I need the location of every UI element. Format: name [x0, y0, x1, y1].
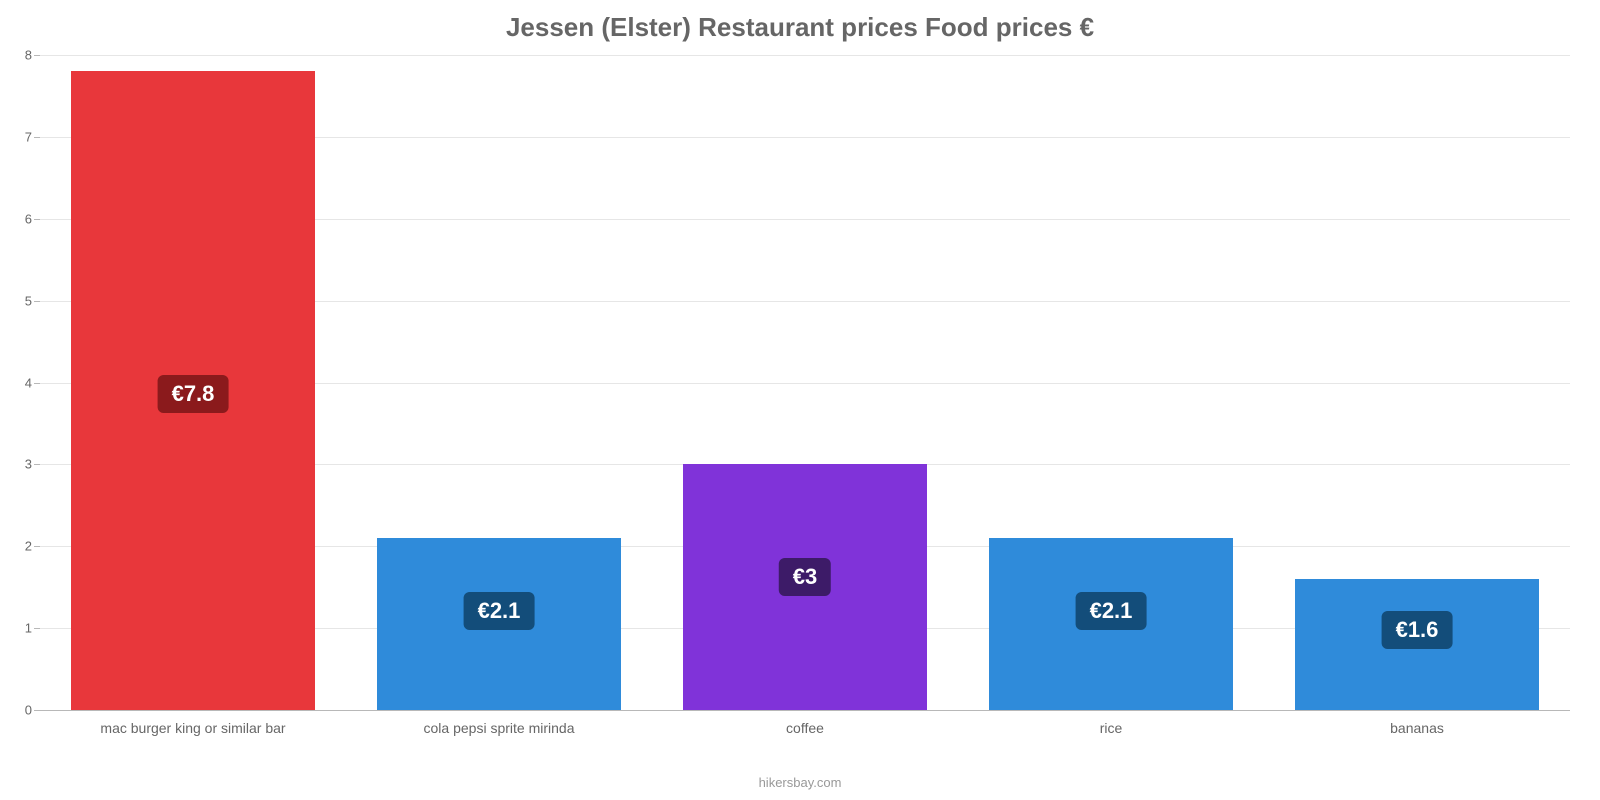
value-label: €7.8 — [158, 375, 229, 413]
y-tick-label: 6 — [25, 211, 40, 226]
plot-area: 012345678€7.8mac burger king or similar … — [40, 55, 1570, 710]
value-label: €1.6 — [1382, 611, 1453, 649]
y-tick-label: 0 — [25, 703, 40, 718]
y-tick-label: 3 — [25, 457, 40, 472]
y-tick-label: 7 — [25, 129, 40, 144]
chart-container: Jessen (Elster) Restaurant prices Food p… — [0, 0, 1600, 800]
x-axis-label: coffee — [786, 710, 824, 736]
chart-title: Jessen (Elster) Restaurant prices Food p… — [0, 0, 1600, 43]
y-tick-label: 2 — [25, 539, 40, 554]
x-axis-label: rice — [1100, 710, 1123, 736]
x-axis-label: bananas — [1390, 710, 1444, 736]
gridline — [40, 55, 1570, 56]
y-tick-label: 1 — [25, 621, 40, 636]
y-tick-label: 5 — [25, 293, 40, 308]
value-label: €3 — [779, 558, 831, 596]
y-tick-label: 4 — [25, 375, 40, 390]
value-label: €2.1 — [464, 592, 535, 630]
x-axis-label: mac burger king or similar bar — [100, 710, 285, 736]
y-tick-label: 8 — [25, 48, 40, 63]
x-axis-label: cola pepsi sprite mirinda — [424, 710, 575, 736]
value-label: €2.1 — [1076, 592, 1147, 630]
attribution-text: hikersbay.com — [0, 775, 1600, 790]
